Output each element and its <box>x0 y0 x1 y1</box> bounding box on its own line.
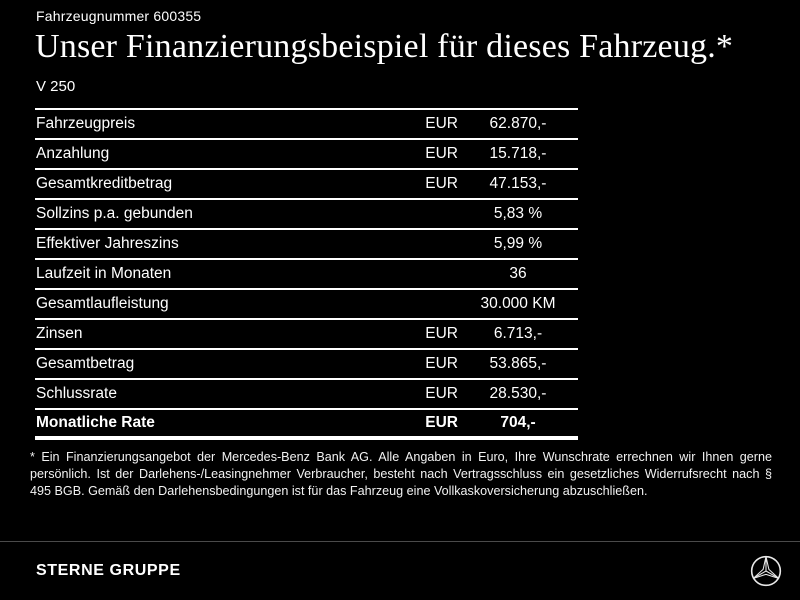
mercedes-star-icon <box>750 555 782 587</box>
row-currency: EUR <box>425 355 458 372</box>
row-currency: EUR <box>425 175 458 192</box>
table-row: Monatliche Rate EUR 704,- <box>35 410 578 440</box>
table-row: Schlussrate EUR 28.530,- <box>35 380 578 410</box>
row-value: 6.713,- <box>493 325 543 342</box>
row-value: 47.153,- <box>489 175 547 192</box>
row-label: Zinsen <box>36 325 83 342</box>
table-row: Sollzins p.a. gebunden 5,83 % <box>35 200 578 230</box>
footnote: * Ein Finanzierungsangebot der Mercedes-… <box>30 450 772 498</box>
row-label: Gesamtlaufleistung <box>36 295 169 312</box>
vehicle-number: Fahrzeugnummer 600355 <box>36 8 202 24</box>
row-value: 5,83 % <box>493 205 543 222</box>
row-value: 5,99 % <box>493 235 543 252</box>
row-currency: EUR <box>425 414 458 431</box>
financing-table: Fahrzeugpreis EUR 62.870,- Anzahlung EUR 15.7… <box>35 108 578 440</box>
row-value: 36 <box>509 265 527 282</box>
row-label: Anzahlung <box>36 145 110 162</box>
row-label: Effektiver Jahreszins <box>36 235 179 252</box>
row-label: Monatliche Rate <box>36 414 155 431</box>
row-label: Gesamtkreditbetrag <box>36 175 173 192</box>
row-label: Fahrzeugpreis <box>36 115 136 132</box>
row-value: 30.000 KM <box>480 295 556 312</box>
row-value: 15.718,- <box>489 145 547 162</box>
row-currency: EUR <box>425 115 458 132</box>
row-label: Gesamtbetrag <box>36 355 135 372</box>
row-label: Schlussrate <box>36 385 117 402</box>
table-row: Zinsen EUR 6.713,- <box>35 320 578 350</box>
row-label: Sollzins p.a. gebunden <box>36 205 193 222</box>
row-value: 28.530,- <box>489 385 547 402</box>
row-currency: EUR <box>425 325 458 342</box>
table-row: Fahrzeugpreis EUR 62.870,- <box>35 110 578 140</box>
footer-bar: STERNE GRUPPE <box>0 541 800 600</box>
table-row: Anzahlung EUR 15.718,- <box>35 140 578 170</box>
row-value: 704,- <box>500 414 536 431</box>
dealer-brand: STERNE GRUPPE <box>36 562 181 579</box>
table-row: Laufzeit in Monaten 36 <box>35 260 578 290</box>
row-value: 53.865,- <box>489 355 547 372</box>
row-value: 62.870,- <box>489 115 547 132</box>
table-row: Gesamtbetrag EUR 53.865,- <box>35 350 578 380</box>
row-currency: EUR <box>425 145 458 162</box>
table-row: Gesamtlaufleistung 30.000 KM <box>35 290 578 320</box>
page-title: Unser Finanzierungsbeispiel für dieses F… <box>35 28 734 65</box>
model-name: V 250 <box>36 78 76 95</box>
row-currency: EUR <box>425 385 458 402</box>
table-row: Gesamtkreditbetrag EUR 47.153,- <box>35 170 578 200</box>
row-label: Laufzeit in Monaten <box>36 265 172 282</box>
table-row: Effektiver Jahreszins 5,99 % <box>35 230 578 260</box>
